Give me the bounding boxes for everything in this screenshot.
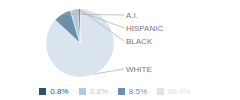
html-text:8.5%: 8.5%: [128, 87, 147, 96]
svg-text:HISPANIC: HISPANIC: [126, 24, 163, 33]
html-text:3.8%: 3.8%: [89, 87, 108, 96]
html-text:0.8%: 0.8%: [50, 87, 69, 96]
svg-text:BLACK: BLACK: [126, 37, 153, 46]
svg-text:A.I.: A.I.: [126, 11, 138, 20]
html-text:86.9%: 86.9%: [168, 87, 191, 96]
svg-text:WHITE: WHITE: [126, 65, 152, 74]
